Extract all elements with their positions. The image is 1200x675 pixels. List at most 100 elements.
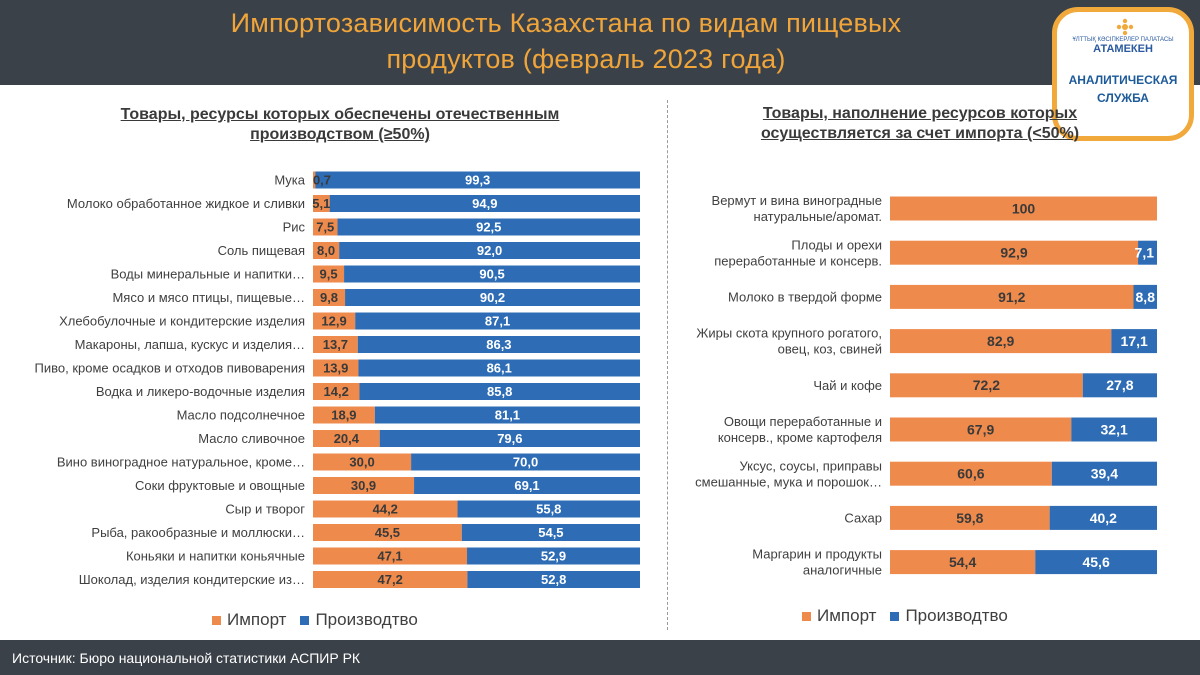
import-bar	[313, 430, 380, 447]
category-label: Макароны, лапша, кускус и изделия…	[75, 337, 305, 352]
import-value-label: 9,8	[320, 290, 338, 305]
legend-item-production: Производтво	[300, 610, 418, 630]
import-value-label: 60,6	[957, 466, 984, 482]
production-bar	[467, 571, 640, 588]
category-label: Масло сливочное	[198, 431, 305, 446]
category-label: Маргарин и продукты	[752, 547, 882, 562]
category-label: Мука	[274, 173, 305, 188]
production-value-label: 54,5	[538, 525, 563, 540]
category-label: Вино виноградное натуральное, кроме…	[57, 455, 305, 470]
import-value-label: 100	[1012, 200, 1036, 216]
import-bar	[313, 500, 458, 518]
category-label: Молоко в твердой форме	[728, 289, 882, 304]
import-bar	[313, 524, 462, 541]
category-label: Сыр и творог	[225, 502, 305, 517]
right-chart-title: Товары, наполнение ресурсов которых осущ…	[760, 105, 1080, 142]
legend-import-swatch	[212, 615, 221, 625]
import-value-label: 91,2	[998, 289, 1025, 305]
production-value-label: 40,2	[1090, 510, 1117, 526]
left-chart-title: Товары, ресурсы которых обеспечены отече…	[120, 106, 560, 143]
import-value-label: 72,2	[973, 377, 1000, 393]
import-value-label: 8,0	[317, 243, 335, 258]
import-bar	[313, 383, 360, 400]
production-bar	[1082, 373, 1157, 398]
production-bar	[1111, 329, 1157, 354]
import-bar	[313, 265, 345, 283]
import-value-label: 30,9	[351, 478, 376, 493]
production-value-label: 39,4	[1091, 466, 1118, 482]
source-note: Источник: Бюро национальной статистики А…	[12, 650, 361, 666]
production-bar	[329, 195, 640, 212]
production-bar	[379, 430, 640, 447]
import-value-label: 47,1	[377, 549, 402, 564]
category-label: смешанные, мука и порошок…	[695, 474, 882, 489]
category-label: Мясо и мясо птицы, пищевые…	[112, 290, 305, 305]
production-value-label: 90,5	[479, 267, 504, 282]
category-label: Рис	[283, 220, 306, 235]
import-bar	[313, 359, 359, 377]
category-label: Соль пищевая	[218, 243, 305, 258]
legend-import-swatch	[802, 611, 811, 621]
import-bar	[890, 329, 1112, 354]
production-bar	[1035, 550, 1157, 575]
category-label: Рыба, ракообразные и моллюски…	[91, 525, 305, 540]
import-bar	[313, 336, 358, 353]
import-bar	[313, 218, 338, 236]
import-value-label: 30,0	[349, 455, 374, 470]
production-value-label: 87,1	[485, 314, 510, 329]
production-bar	[339, 242, 640, 259]
production-value-label: 81,1	[495, 408, 520, 423]
production-bar	[1071, 417, 1157, 442]
production-bar	[461, 524, 640, 541]
legend-item-import: Импорт	[802, 606, 876, 626]
legend-import-label: Импорт	[817, 606, 877, 625]
production-value-label: 27,8	[1106, 377, 1133, 393]
logo-service-line-1: АНАЛИТИЧЕСКАЯ	[1068, 73, 1178, 87]
import-value-label: 82,9	[987, 333, 1014, 349]
category-label: Воды минеральные и напитки…	[111, 267, 305, 282]
import-value-label: 9,5	[319, 267, 337, 282]
page-title-line-2: продуктов (февраль 2023 года)	[386, 44, 786, 74]
logo-small-text: ҰЛТТЫҚ КӘСІПКЕРЛЕР ПАЛАТАСЫ	[1072, 37, 1174, 43]
logo-brand: АТАМЕКЕН	[1093, 43, 1153, 55]
category-label: Молоко обработанное жидкое и сливки	[67, 196, 305, 211]
left-legend: Импорт Производтво	[212, 610, 418, 630]
category-label: Уксус, соусы, приправы	[739, 458, 882, 473]
production-bar	[414, 477, 640, 494]
production-bar	[467, 547, 640, 565]
production-value-label: 79,6	[497, 431, 522, 446]
production-bar	[359, 383, 640, 400]
category-label: Овощи переработанные и	[724, 414, 882, 429]
production-bar	[374, 406, 640, 424]
legend-production-label: Производтво	[315, 610, 418, 629]
import-bar	[313, 547, 468, 565]
import-value-label: 14,2	[324, 384, 349, 399]
import-bar	[890, 373, 1083, 398]
category-label: консерв., кроме картофеля	[718, 430, 882, 445]
import-value-label: 7,5	[316, 220, 334, 235]
production-bar	[358, 359, 640, 377]
production-value-label: 8,8	[1136, 289, 1156, 305]
import-value-label: 59,8	[956, 510, 983, 526]
category-label: Масло подсолнечное	[177, 408, 305, 423]
category-label: Плоды и орехи	[791, 237, 882, 252]
import-bar	[313, 171, 316, 189]
import-bar	[313, 242, 340, 259]
production-value-label: 92,0	[477, 243, 502, 258]
production-value-label: 45,6	[1082, 554, 1109, 570]
import-bar	[313, 312, 356, 330]
import-value-label: 20,4	[334, 431, 360, 446]
import-bar	[313, 195, 330, 212]
panel-divider	[667, 100, 668, 630]
right-legend: Импорт Производтво	[802, 606, 1008, 626]
production-bar	[1051, 461, 1157, 486]
import-value-label: 47,2	[378, 572, 403, 587]
category-label: Пиво, кроме осадков и отходов пивоварени…	[35, 361, 306, 376]
category-label: овец, коз, свиней	[778, 342, 882, 357]
import-value-label: 5,1	[312, 196, 330, 211]
production-bar	[355, 312, 640, 330]
import-value-label: 45,5	[375, 525, 400, 540]
import-bar	[313, 477, 415, 494]
page-title-line-1: Импортозависимость Казахстана по видам п…	[230, 8, 902, 38]
import-value-label: 12,9	[321, 314, 346, 329]
